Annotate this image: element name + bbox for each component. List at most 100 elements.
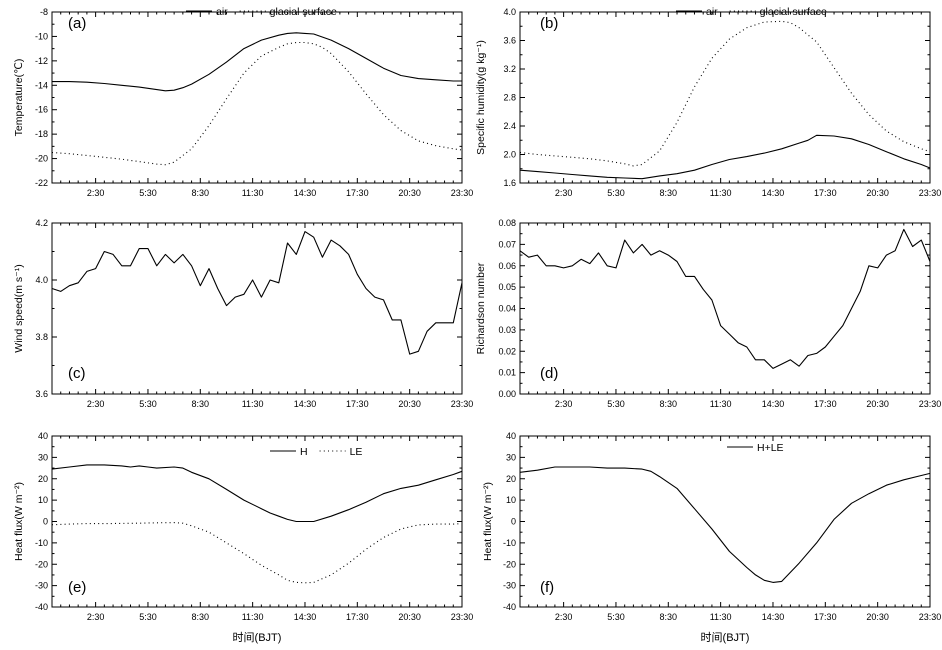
plot-frame — [51, 435, 463, 608]
panel-c: 2:30 5:30 8:30 11:30 14:30 17:30 20:30 23:30 4.2… — [13, 218, 473, 409]
panel-label: (e) — [68, 579, 86, 596]
y-tick-label: 0.07 — [498, 239, 516, 249]
panel-f: 2:30 5:30 8:30 11:30 14:30 17:30 20:30 23:30 40 3… — [482, 431, 941, 644]
y-axis-title: Richardson number — [475, 262, 487, 354]
y-tick-label: 3.8 — [35, 332, 48, 342]
y-tick-label: 10 — [506, 495, 516, 505]
x-tick-label: 20:30 — [866, 612, 889, 622]
y-tick-label: -10 — [35, 538, 48, 548]
y-tick-label: 10 — [38, 495, 48, 505]
x-tick-label: 20:30 — [866, 399, 889, 409]
y-tick-label: 4.0 — [35, 275, 48, 285]
panel-d: 2:30 5:30 8:30 11:30 14:30 17:30 20:30 23:30 0.0… — [475, 218, 941, 409]
legend-label: air — [216, 6, 228, 18]
legend-label: H — [300, 446, 308, 458]
x-tick-label: 2:30 — [87, 188, 105, 198]
y-tick-label: 0.05 — [498, 282, 516, 292]
plot-frame — [51, 222, 463, 395]
legend: H LE — [270, 446, 362, 458]
y-axis-title: Heat flux(W m⁻²) — [13, 482, 25, 561]
x-tick-label: 8:30 — [192, 612, 210, 622]
x-tick-label: 2:30 — [555, 188, 573, 198]
y-axis-title: Heat flux(W m⁻²) — [482, 482, 494, 561]
x-tick-label: 11:30 — [710, 188, 732, 198]
legend-label: air — [706, 6, 718, 18]
x-tick-label: 8:30 — [192, 188, 210, 198]
x-tick-label: 17:30 — [346, 399, 369, 409]
y-tick-label: -20 — [35, 559, 48, 569]
y-tick-label: 2.8 — [503, 93, 516, 103]
series-line-h — [51, 464, 463, 523]
y-tick-label: -8 — [40, 7, 48, 17]
x-tick-label: 23:30 — [919, 399, 942, 409]
legend: air glacial surface — [676, 6, 827, 18]
y-tick-label: 30 — [38, 452, 48, 462]
x-tick-label: 2:30 — [555, 612, 573, 622]
x-tick-label: 14:30 — [762, 188, 785, 198]
x-axis-title: 时间(BJT) — [701, 631, 750, 644]
x-tick-label: 11:30 — [710, 399, 732, 409]
x-tick-label: 20:30 — [398, 399, 421, 409]
y-tick-label: 4.2 — [35, 218, 48, 228]
x-tick-label: 8:30 — [660, 612, 678, 622]
y-axis-title: Temperature(℃) — [13, 59, 25, 137]
y-tick-label: -18 — [35, 129, 48, 139]
x-tick-label: 17:30 — [814, 399, 837, 409]
series-line-glacial-surface — [519, 20, 931, 167]
y-tick-label: 40 — [38, 431, 48, 441]
y-tick-label: 0.08 — [498, 218, 516, 228]
y-tick-label: 3.6 — [35, 389, 48, 399]
y-tick-label: -16 — [35, 105, 48, 115]
x-tick-label: 23:30 — [451, 612, 474, 622]
x-tick-label: 2:30 — [87, 399, 105, 409]
panel-b: 2:30 5:30 8:30 11:30 14:30 17:30 20:30 23:30 4.0… — [475, 6, 941, 198]
x-tick-label: 17:30 — [346, 612, 369, 622]
legend-label: glacial surface — [760, 6, 827, 18]
y-tick-label: 2.0 — [503, 150, 516, 160]
x-tick-label: 5:30 — [607, 399, 625, 409]
y-tick-label: -12 — [35, 56, 48, 66]
y-tick-label: -20 — [503, 559, 516, 569]
y-tick-label: -30 — [503, 581, 516, 591]
panel-label: (d) — [540, 365, 558, 382]
x-tick-label: 17:30 — [346, 188, 369, 198]
x-tick-label: 11:30 — [242, 188, 264, 198]
plot-frame — [519, 222, 931, 395]
x-tick-label: 2:30 — [87, 612, 105, 622]
plot-frame — [519, 11, 931, 184]
x-tick-label: 5:30 — [139, 612, 157, 622]
panel-label: (f) — [540, 579, 554, 596]
y-tick-label: -20 — [35, 154, 48, 164]
panel-e: 2:30 5:30 8:30 11:30 14:30 17:30 20:30 23:30 40 3… — [13, 431, 473, 644]
legend-label: glacial surface — [270, 6, 337, 18]
y-tick-label: 40 — [506, 431, 516, 441]
y-tick-label: 0.06 — [498, 261, 516, 271]
series-line-ri — [519, 228, 931, 369]
x-tick-label: 5:30 — [607, 612, 625, 622]
x-tick-label: 14:30 — [762, 612, 785, 622]
y-axis-title: Specific humidity(g kg⁻¹) — [475, 40, 487, 155]
x-tick-label: 5:30 — [607, 188, 625, 198]
y-tick-label: 3.6 — [503, 36, 516, 46]
series-line-air — [52, 32, 462, 92]
y-tick-label: 0.02 — [498, 346, 516, 356]
y-tick-label: 0 — [43, 517, 48, 527]
x-tick-label: 11:30 — [242, 399, 264, 409]
x-tick-label: 8:30 — [192, 399, 210, 409]
y-tick-label: -40 — [35, 602, 48, 612]
y-tick-label: 3.2 — [503, 64, 516, 74]
x-tick-label: 23:30 — [451, 399, 474, 409]
y-tick-label: -10 — [35, 31, 48, 41]
x-tick-label: 8:30 — [660, 188, 678, 198]
x-tick-label: 23:30 — [451, 188, 474, 198]
legend-label: LE — [350, 446, 363, 458]
y-tick-label: 20 — [506, 474, 516, 484]
x-tick-label: 5:30 — [139, 399, 157, 409]
x-tick-label: 5:30 — [139, 188, 157, 198]
series-line-air — [519, 134, 931, 180]
y-tick-label: 30 — [506, 452, 516, 462]
legend: air glacial surface — [186, 6, 337, 18]
x-tick-label: 14:30 — [762, 399, 785, 409]
x-tick-label: 2:30 — [555, 399, 573, 409]
